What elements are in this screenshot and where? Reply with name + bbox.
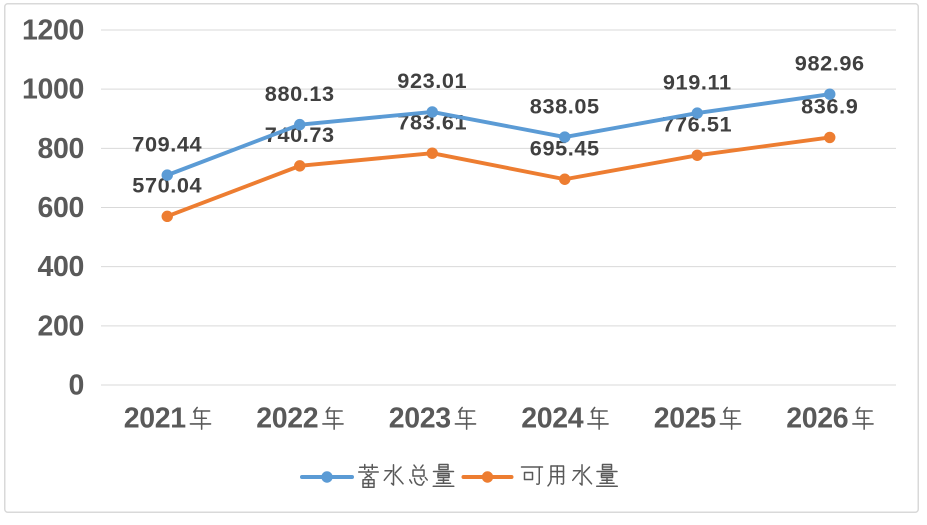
svg-text:880.13: 880.13	[265, 81, 335, 106]
svg-text:2021: 2021	[124, 402, 187, 434]
svg-text:2026: 2026	[786, 402, 848, 434]
svg-text:1200: 1200	[22, 15, 84, 47]
svg-text:2025: 2025	[654, 402, 717, 434]
svg-text:200: 200	[37, 310, 84, 342]
svg-text:2022: 2022	[256, 402, 318, 434]
svg-text:2023: 2023	[389, 402, 451, 434]
svg-text:0: 0	[68, 370, 84, 402]
svg-text:2024: 2024	[521, 402, 584, 434]
svg-text:400: 400	[37, 251, 84, 283]
svg-text:600: 600	[37, 192, 84, 224]
svg-text:923.01: 923.01	[397, 68, 467, 93]
svg-text:919.11: 919.11	[663, 69, 732, 94]
svg-text:838.05: 838.05	[530, 93, 600, 118]
svg-text:709.44: 709.44	[132, 131, 202, 156]
svg-text:1000: 1000	[22, 74, 84, 106]
svg-text:982.96: 982.96	[795, 50, 865, 75]
svg-text:800: 800	[37, 133, 84, 165]
